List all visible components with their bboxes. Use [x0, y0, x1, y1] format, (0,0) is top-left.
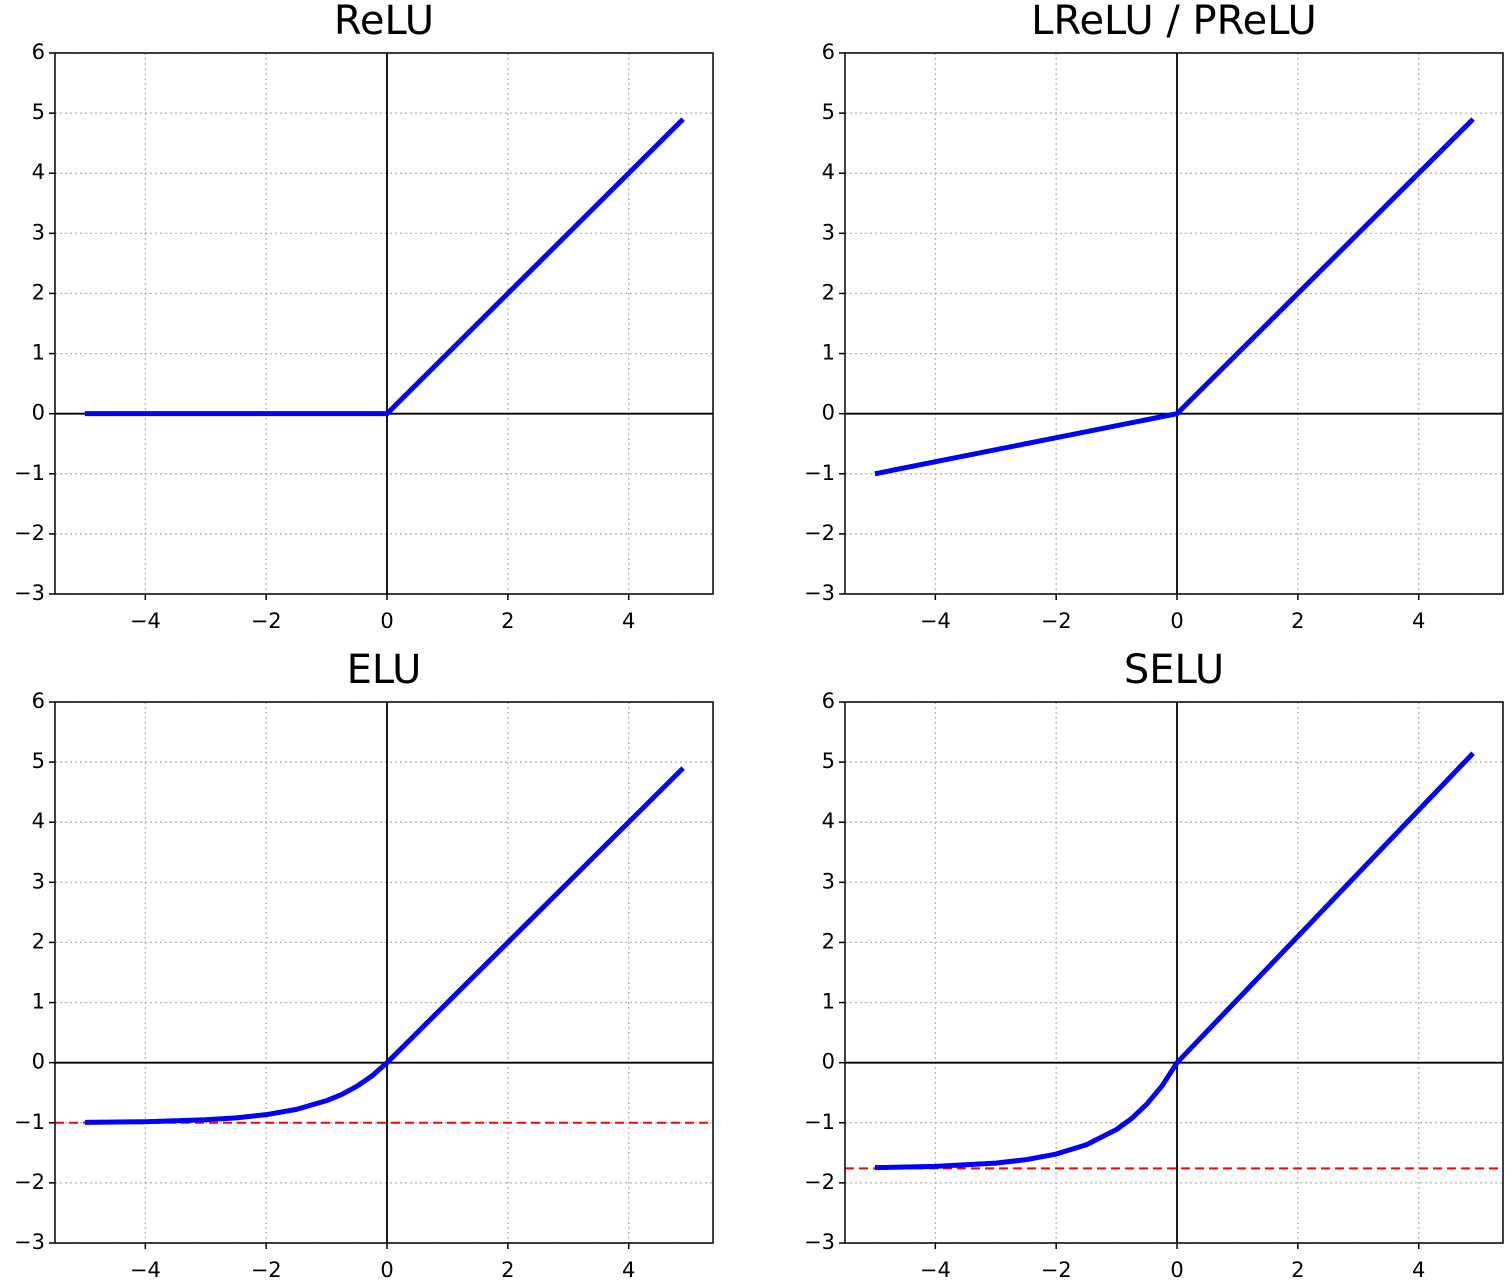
y-tick-label: −2: [14, 521, 45, 545]
y-tick-label: 1: [32, 990, 45, 1014]
x-tick-label: 2: [501, 609, 514, 633]
y-tick-label: 5: [822, 100, 835, 124]
y-tick-label: −1: [14, 1110, 45, 1134]
x-tick-label: 0: [1170, 609, 1183, 633]
subplot: −4 −2 0 2 4 −3 −2 −1 0 1 2 3 4 5 6 ELU: [14, 647, 714, 1282]
x-tick-label: −2: [1041, 1258, 1072, 1282]
y-tick-label: 1: [822, 990, 835, 1014]
x-tick-label: 0: [380, 609, 393, 633]
y-tick-label: −3: [804, 1230, 835, 1254]
y-tick-label: 0: [822, 401, 835, 425]
x-tick-label: 2: [1291, 1258, 1304, 1282]
y-tick-label: 2: [32, 929, 45, 953]
x-tick-label: −2: [251, 609, 282, 633]
y-tick-label: 0: [822, 1050, 835, 1074]
chart-title: LReLU / PReLU: [1031, 0, 1317, 44]
y-tick-label: 4: [822, 160, 835, 184]
y-tick-label: 3: [32, 869, 45, 893]
x-tick-label: −2: [251, 1258, 282, 1282]
x-tick-label: 4: [622, 1258, 635, 1282]
y-tick-label: 3: [32, 220, 45, 244]
x-tick-label: −4: [130, 1258, 161, 1282]
x-tick-label: 0: [380, 1258, 393, 1282]
x-tick-label: −4: [920, 609, 951, 633]
y-tick-label: 4: [822, 809, 835, 833]
x-tick-label: 2: [1291, 609, 1304, 633]
plot-area: [845, 702, 1503, 1243]
y-tick-label: −3: [14, 1230, 45, 1254]
plot-area: [55, 702, 713, 1243]
line: [874, 117, 1475, 477]
x-tick-label: 4: [1412, 1258, 1425, 1282]
axes-frame: [54, 701, 714, 1244]
y-tick-label: 6: [32, 689, 45, 713]
y-tick-label: 6: [822, 689, 835, 713]
plot-area: [55, 53, 713, 594]
x-tick-label: −4: [130, 609, 161, 633]
y-tick-label: 4: [32, 160, 45, 184]
y-tick-label: 2: [32, 280, 45, 304]
y-tick-label: 3: [822, 220, 835, 244]
line: [84, 766, 685, 1125]
subplot: −4 −2 0 2 4 −3 −2 −1 0 1 2 3 4 5 6 ReLU: [14, 0, 714, 633]
chart-title: ReLU: [334, 0, 434, 44]
subplot: −4 −2 0 2 4 −3 −2 −1 0 1 2 3 4 5 6 SELU: [804, 647, 1504, 1282]
y-tick-label: −1: [804, 461, 835, 485]
axes-frame: [844, 701, 1504, 1244]
x-tick-label: 0: [1170, 1258, 1183, 1282]
y-tick-label: −2: [804, 1170, 835, 1194]
y-tick-label: 1: [32, 341, 45, 365]
x-tick-label: −4: [920, 1258, 951, 1282]
y-tick-label: 0: [32, 1050, 45, 1074]
y-tick-label: 1: [822, 341, 835, 365]
y-tick-label: −2: [804, 521, 835, 545]
y-tick-label: 5: [32, 100, 45, 124]
y-tick-label: −1: [14, 461, 45, 485]
y-tick-label: 2: [822, 280, 835, 304]
y-tick-label: 5: [32, 749, 45, 773]
y-tick-label: −3: [14, 581, 45, 605]
x-tick-label: 4: [1412, 609, 1425, 633]
y-tick-label: −2: [14, 1170, 45, 1194]
line: [84, 117, 685, 417]
subplot: −4 −2 0 2 4 −3 −2 −1 0 1 2 3 4 5 6 LReLU / PReLU: [804, 0, 1504, 633]
x-tick-label: −2: [1041, 609, 1072, 633]
chart-title: SELU: [1124, 647, 1224, 693]
y-tick-label: 5: [822, 749, 835, 773]
y-tick-label: 0: [32, 401, 45, 425]
x-tick-label: 2: [501, 1258, 514, 1282]
axes-frame: [844, 52, 1504, 595]
plot-area: [845, 53, 1503, 594]
y-tick-label: 3: [822, 869, 835, 893]
chart-title: ELU: [347, 647, 422, 693]
x-tick-label: 4: [622, 609, 635, 633]
y-tick-label: 6: [32, 40, 45, 64]
y-tick-label: −3: [804, 581, 835, 605]
line: [874, 751, 1475, 1171]
y-tick-label: 6: [822, 40, 835, 64]
y-tick-label: 4: [32, 809, 45, 833]
axes-frame: [54, 52, 714, 595]
y-tick-label: 2: [822, 929, 835, 953]
y-tick-label: −1: [804, 1110, 835, 1134]
